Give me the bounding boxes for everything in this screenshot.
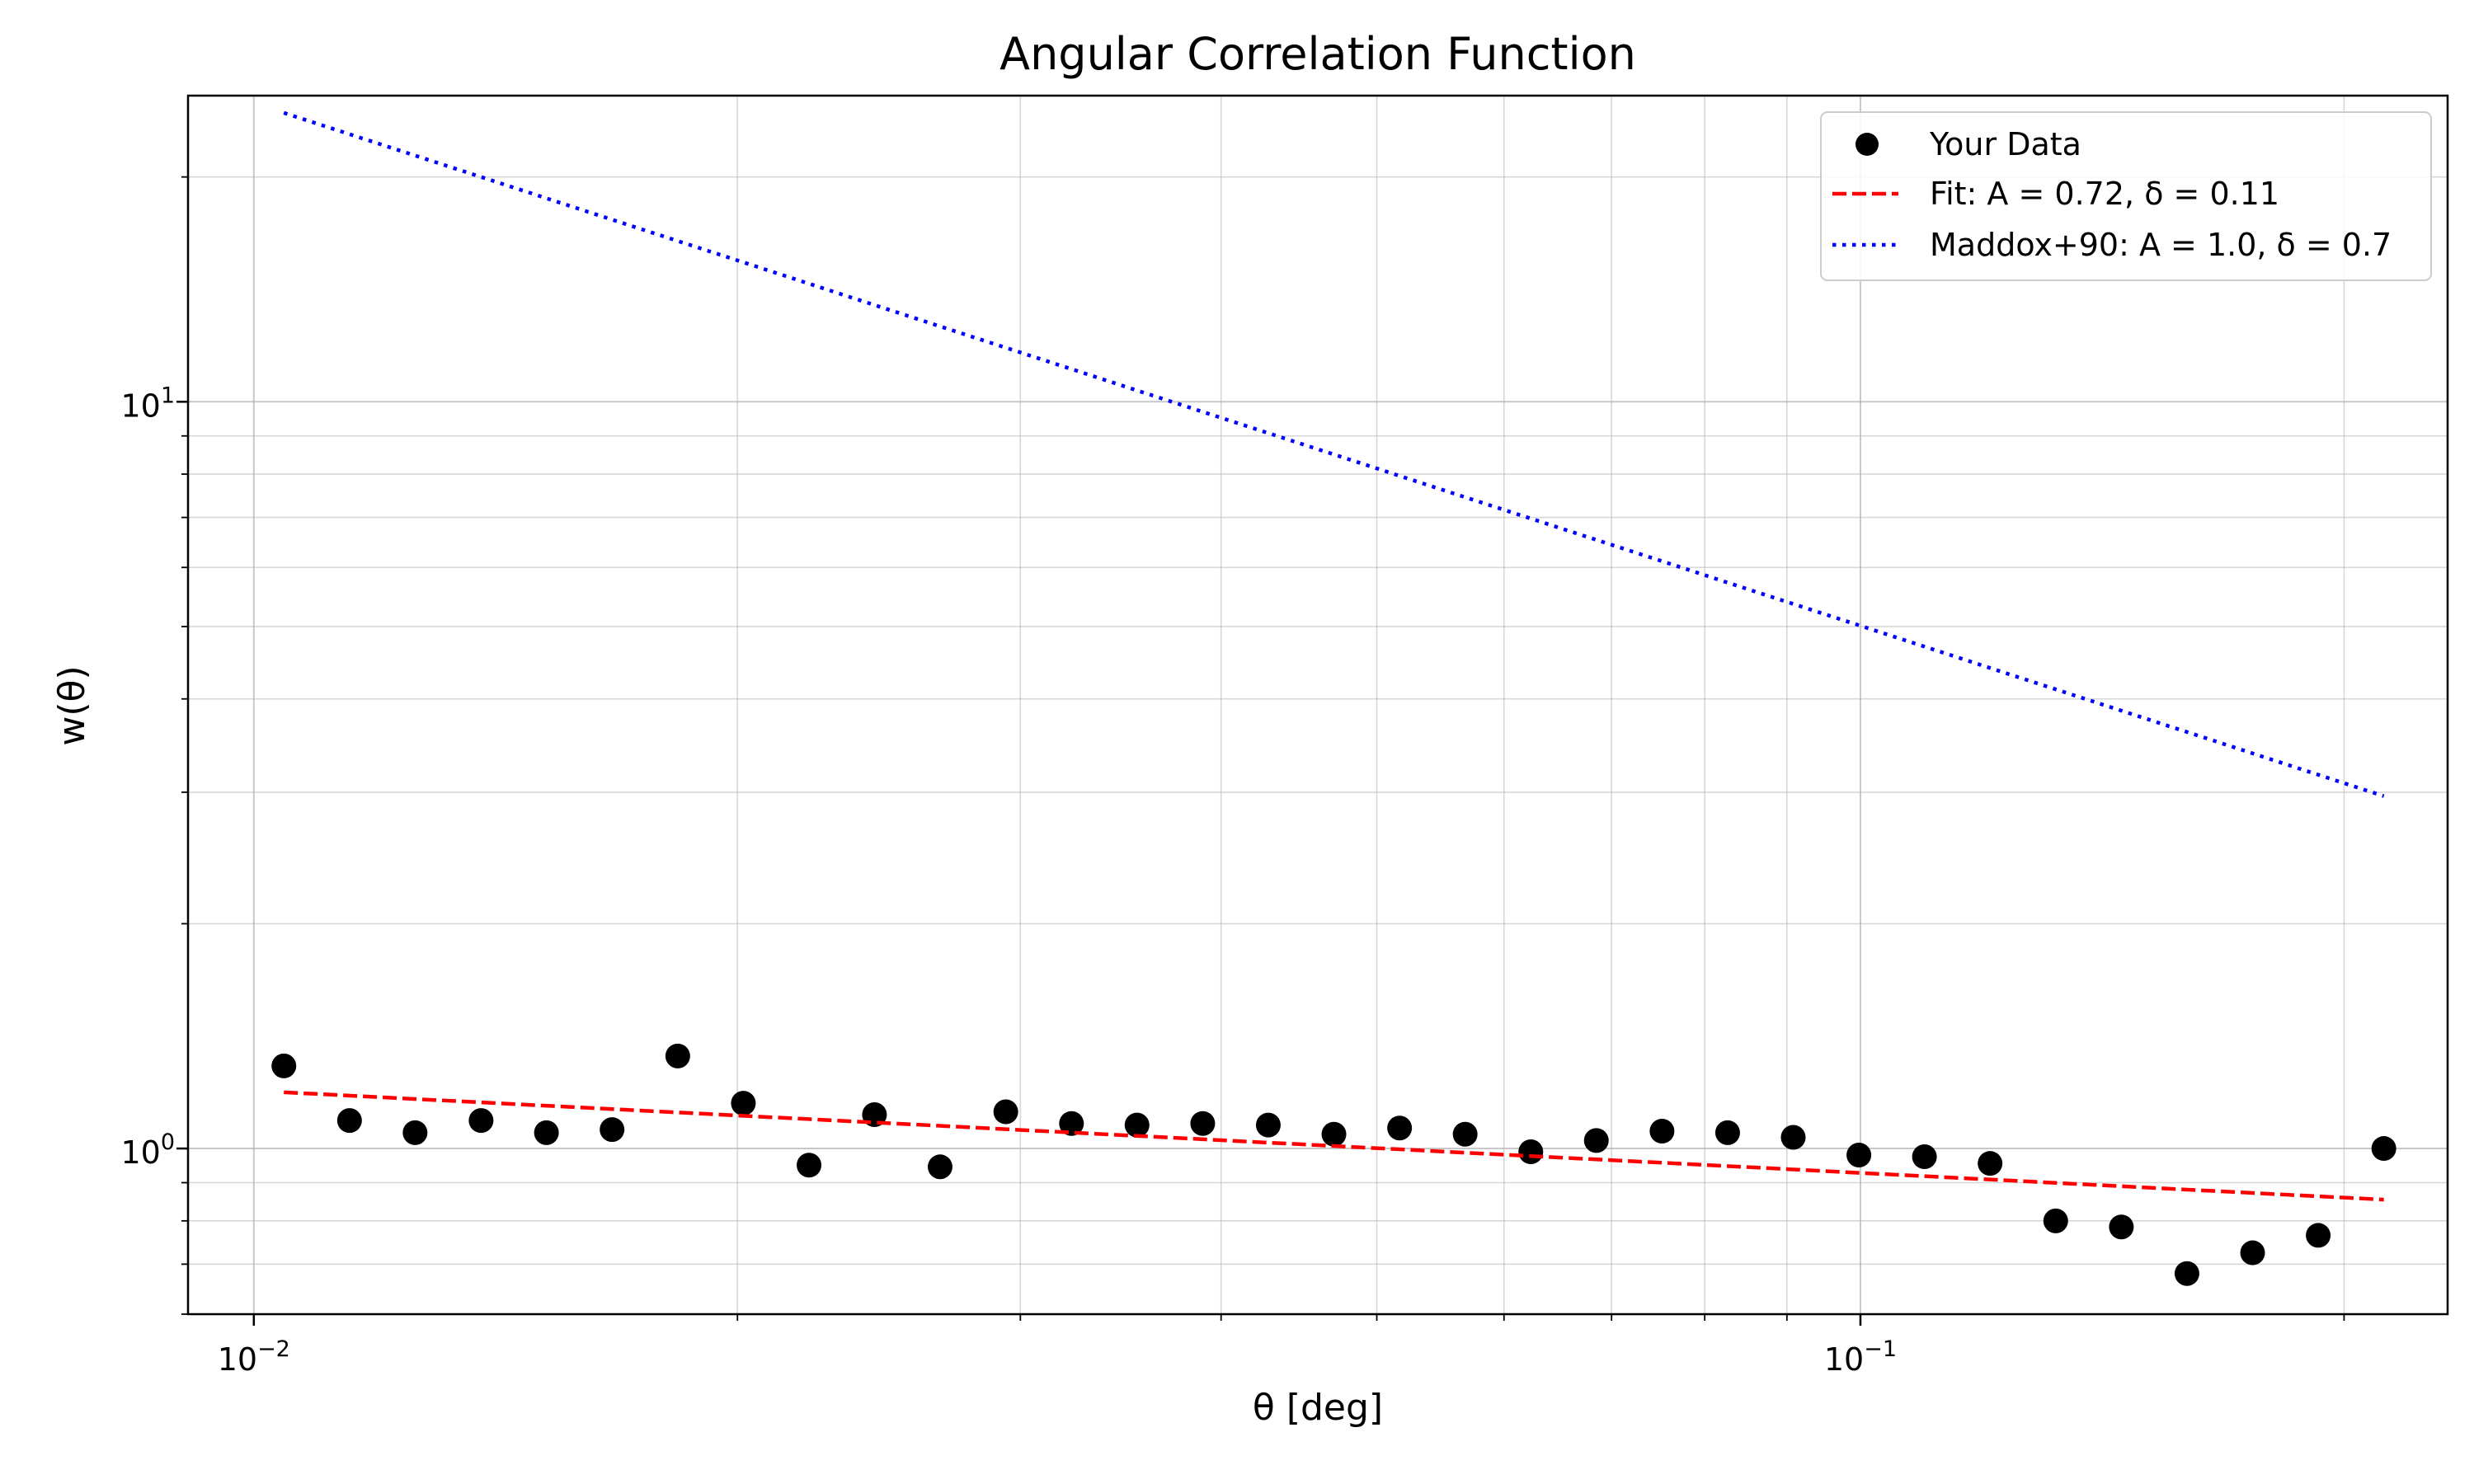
data-point <box>600 1117 625 1143</box>
data-point <box>665 1043 690 1068</box>
legend: Your Data Fit: A = 0.72, δ = 0.11 Maddox… <box>1820 111 2432 281</box>
y-tick-label: 101 <box>120 383 175 424</box>
data-point <box>1124 1112 1150 1138</box>
data-point <box>1321 1121 1347 1147</box>
data-point <box>1978 1151 2003 1176</box>
x-tick-label: 10−2 <box>218 1336 290 1378</box>
data-point <box>1714 1120 1740 1145</box>
legend-marker-your-data <box>1856 133 1879 156</box>
maddox-line <box>283 110 2385 798</box>
y-axis-label: w(θ) <box>51 665 93 745</box>
data-point <box>1780 1125 1806 1150</box>
data-point <box>2306 1223 2331 1248</box>
data-point <box>927 1154 952 1180</box>
x-axis-label: θ [deg] <box>1253 1387 1383 1429</box>
data-point <box>2174 1261 2199 1286</box>
data-point <box>271 1053 297 1078</box>
data-point <box>1912 1144 1937 1170</box>
legend-label-maddox: Maddox+90: A = 1.0, δ = 0.7 <box>1930 227 2392 263</box>
data-point <box>2240 1240 2265 1266</box>
data-point <box>1518 1139 1544 1165</box>
data-point <box>468 1108 494 1134</box>
data-point <box>731 1091 756 1116</box>
data-point <box>2109 1214 2134 1240</box>
data-point <box>1255 1112 1281 1138</box>
data-point <box>336 1108 362 1134</box>
x-tick-label: 10−1 <box>1824 1336 1897 1378</box>
data-point <box>402 1120 428 1145</box>
legend-frame <box>1820 111 2432 281</box>
axis-ticks: 10−2 10−1 100 101 <box>120 176 2345 1378</box>
data-point <box>1649 1118 1675 1144</box>
data-point <box>1583 1128 1609 1153</box>
data-point <box>1190 1111 1216 1136</box>
data-point <box>1452 1121 1478 1147</box>
chart-title: Angular Correlation Function <box>999 28 1636 80</box>
data-point <box>534 1120 559 1145</box>
legend-label-fit: Fit: A = 0.72, δ = 0.11 <box>1930 176 2279 212</box>
data-point <box>1846 1143 1872 1168</box>
data-point <box>2371 1136 2396 1162</box>
data-point <box>993 1099 1018 1125</box>
plot-area <box>271 110 2396 1286</box>
plot-frame <box>186 94 2449 1316</box>
data-point <box>1059 1111 1084 1136</box>
legend-label-your-data: Your Data <box>1929 126 2081 162</box>
fit-line <box>284 1090 2384 1202</box>
data-point <box>1387 1115 1413 1141</box>
y-tick-label: 100 <box>120 1129 175 1171</box>
data-point <box>2043 1208 2068 1233</box>
data-point <box>797 1153 822 1178</box>
